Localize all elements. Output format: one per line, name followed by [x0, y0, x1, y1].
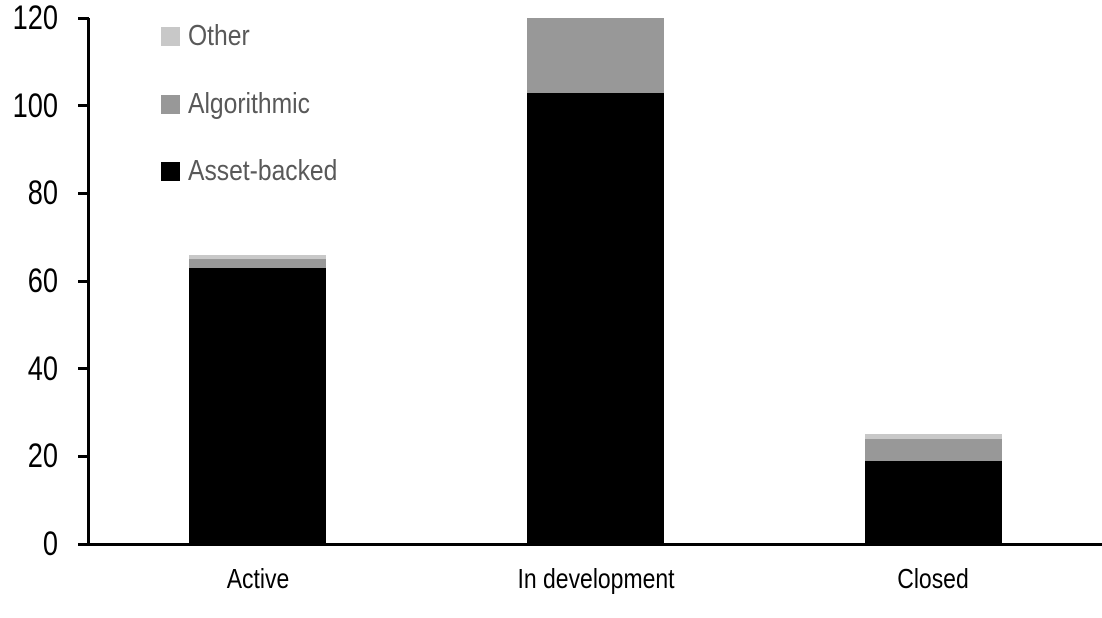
- bar-segment-asset-backed: [189, 267, 327, 544]
- x-category-label: Closed: [897, 563, 969, 594]
- bar-segment-other: [189, 254, 327, 260]
- y-tick-label: 60: [27, 262, 58, 300]
- algorithmic-swatch-icon: [161, 94, 180, 114]
- asset-backed-swatch-icon: [161, 162, 180, 181]
- y-tick-label: 120: [12, 0, 58, 37]
- bar-segment-algorithmic: [527, 18, 664, 93]
- y-tick-mark: [78, 16, 89, 20]
- legend: Other Algorithmic Asset-backed: [161, 22, 364, 230]
- other-swatch-icon: [161, 27, 180, 46]
- bar-segment-asset-backed: [527, 92, 664, 544]
- y-tick-label: 20: [27, 437, 58, 476]
- y-tick-mark: [78, 279, 89, 283]
- y-tick-label: 80: [27, 174, 58, 213]
- x-category-label: Active: [226, 563, 290, 594]
- legend-label-asset-backed: Asset-backed: [188, 155, 338, 187]
- y-tick-label: 0: [42, 525, 58, 563]
- legend-label-other: Other: [188, 20, 250, 52]
- bar-segment-algorithmic: [189, 259, 327, 268]
- y-tick-mark: [78, 454, 89, 458]
- legend-item-asset-backed: Asset-backed: [161, 157, 364, 186]
- legend-label-algorithmic: Algorithmic: [188, 87, 310, 120]
- y-tick-label: 100: [12, 86, 58, 125]
- y-tick-mark: [78, 542, 89, 546]
- y-tick-mark: [78, 367, 89, 371]
- legend-item-algorithmic: Algorithmic: [161, 89, 364, 118]
- legend-item-other: Other: [161, 22, 364, 51]
- y-tick-label: 40: [27, 349, 58, 388]
- bar-segment-other: [864, 434, 1002, 439]
- bar-segment-algorithmic: [864, 438, 1002, 461]
- y-tick-mark: [78, 191, 89, 195]
- x-category-label: In development: [516, 563, 675, 594]
- x-axis-line: [87, 543, 1102, 546]
- y-tick-mark: [78, 104, 89, 108]
- bar-segment-asset-backed: [864, 460, 1002, 544]
